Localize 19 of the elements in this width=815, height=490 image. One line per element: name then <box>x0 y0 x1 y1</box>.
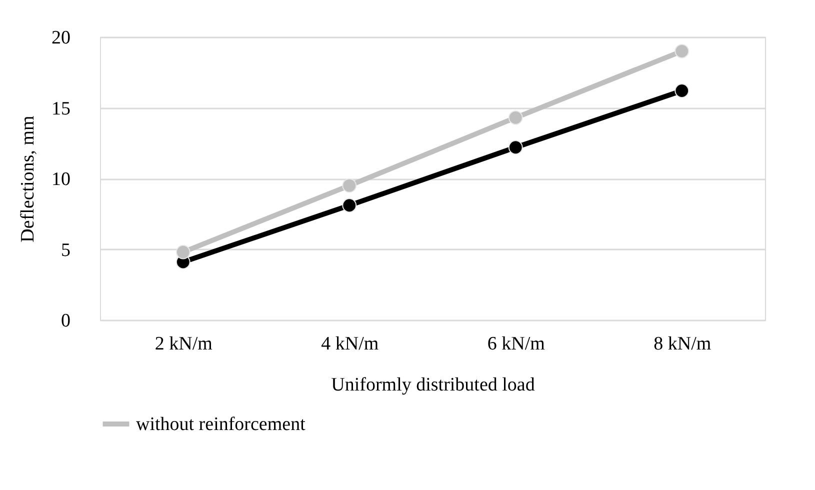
point <box>674 44 690 58</box>
point <box>342 178 357 193</box>
y-tick-label: 0 <box>61 310 70 332</box>
x-axis-title: Uniformly distributed load <box>331 374 536 396</box>
x-tick-label: 8 kN/m <box>654 334 712 354</box>
point <box>342 198 357 213</box>
y-tick-label: 5 <box>61 240 70 261</box>
point <box>176 244 190 260</box>
x-tick-label: 4 kN/m <box>321 334 379 354</box>
y-tick-label: 15 <box>52 98 70 120</box>
point <box>674 84 690 98</box>
y-tick-label: 10 <box>52 169 70 190</box>
x-tick-label: 2 kN/m <box>154 334 213 354</box>
x-tick-label: 6 kN/m <box>487 334 546 354</box>
legend-label: without reinforcement <box>136 414 306 435</box>
point <box>508 140 523 155</box>
y-axis-title: Deflections, mm <box>18 115 38 242</box>
point <box>508 110 523 125</box>
y-tick-label: 20 <box>52 28 70 48</box>
